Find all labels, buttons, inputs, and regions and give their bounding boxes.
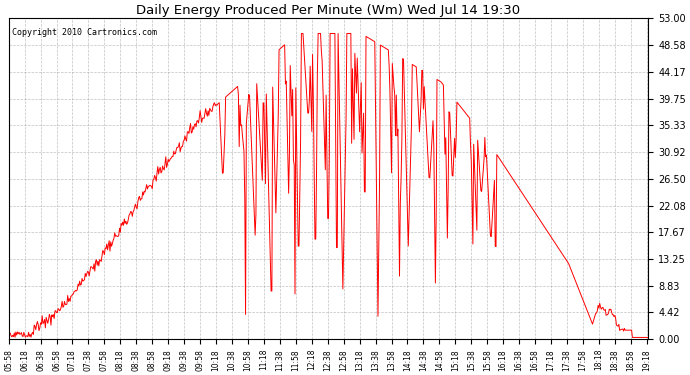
Title: Daily Energy Produced Per Minute (Wm) Wed Jul 14 19:30: Daily Energy Produced Per Minute (Wm) We… xyxy=(137,4,520,17)
Text: Copyright 2010 Cartronics.com: Copyright 2010 Cartronics.com xyxy=(12,28,157,37)
